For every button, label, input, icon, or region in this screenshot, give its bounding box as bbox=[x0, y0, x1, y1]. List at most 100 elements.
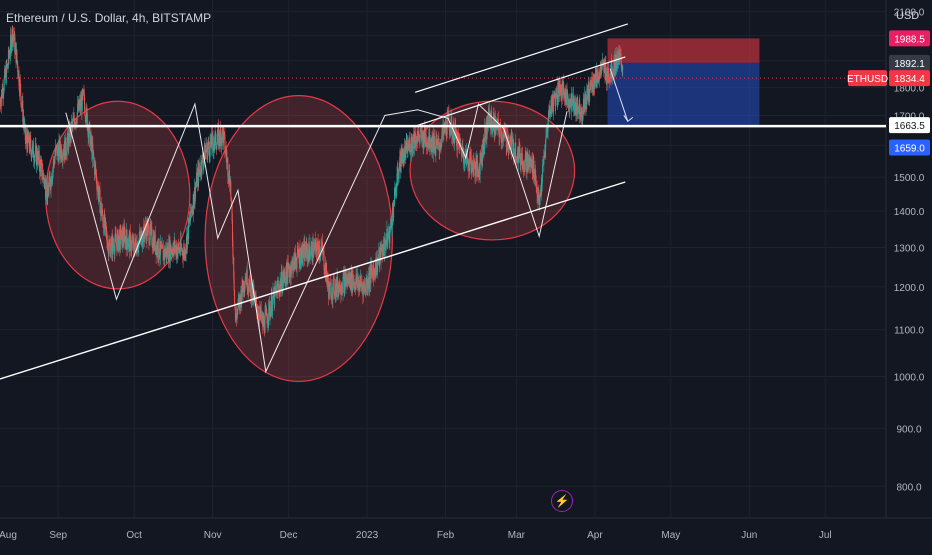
candle-body bbox=[387, 235, 389, 246]
candle-body bbox=[390, 218, 392, 227]
candle-body bbox=[602, 59, 604, 62]
candle-body bbox=[599, 71, 601, 80]
candle-body bbox=[447, 111, 449, 114]
candle-body bbox=[216, 138, 218, 142]
candle-body bbox=[114, 233, 116, 244]
candle-body bbox=[43, 174, 45, 180]
candle-body bbox=[542, 164, 544, 177]
candle-body bbox=[213, 144, 215, 147]
candle-body bbox=[605, 63, 607, 81]
candle-body bbox=[96, 187, 98, 192]
x-tick-label: Apr bbox=[587, 530, 603, 541]
candle-body bbox=[309, 256, 311, 260]
candle-body bbox=[369, 274, 371, 288]
candle-body bbox=[546, 130, 548, 132]
candle-body bbox=[85, 116, 87, 123]
candle-body bbox=[302, 243, 304, 259]
candle-body bbox=[44, 179, 46, 185]
highlight-ellipse bbox=[204, 95, 393, 383]
candle-body bbox=[237, 310, 239, 313]
x-tick-label: Feb bbox=[437, 530, 455, 541]
candle-body bbox=[85, 122, 87, 123]
candle-body bbox=[393, 205, 395, 218]
candle-body bbox=[323, 251, 325, 253]
candle-body bbox=[229, 170, 231, 185]
candle-body bbox=[230, 181, 232, 198]
candle-body bbox=[57, 146, 59, 151]
candle-body bbox=[562, 82, 564, 99]
candle-body bbox=[106, 240, 108, 249]
candle-body bbox=[40, 163, 42, 176]
candle-body bbox=[326, 280, 328, 285]
candle-body bbox=[579, 111, 581, 119]
candle-body bbox=[162, 247, 164, 249]
candle-body bbox=[243, 281, 245, 291]
candle-body bbox=[232, 256, 234, 258]
candle-body bbox=[83, 91, 85, 94]
candle-body bbox=[513, 156, 515, 158]
candle-body bbox=[141, 231, 143, 246]
candle-body bbox=[14, 44, 16, 53]
candle-body bbox=[352, 276, 354, 285]
candle-body bbox=[19, 80, 21, 93]
candle-body bbox=[186, 233, 188, 249]
candle-body bbox=[102, 224, 104, 227]
candle-body bbox=[435, 138, 437, 149]
candle-body bbox=[315, 242, 317, 252]
candle-body bbox=[469, 151, 471, 172]
candle-body bbox=[29, 136, 31, 152]
candle-body bbox=[38, 150, 40, 166]
candle-body bbox=[535, 179, 537, 182]
candle-body bbox=[244, 288, 246, 290]
currency-label: USD bbox=[896, 10, 920, 22]
candle-body bbox=[299, 248, 301, 266]
candle-body bbox=[596, 69, 598, 79]
candle-body bbox=[436, 138, 438, 141]
candle-body bbox=[41, 162, 43, 164]
candle-body bbox=[593, 73, 595, 85]
candle-body bbox=[221, 137, 222, 147]
candle-body bbox=[536, 187, 538, 195]
candle-body bbox=[394, 186, 396, 193]
candle-body bbox=[244, 281, 246, 289]
candle-body bbox=[123, 227, 125, 242]
candle-body bbox=[333, 277, 335, 294]
candle-body bbox=[16, 60, 18, 64]
candle-body bbox=[332, 282, 334, 300]
candle-body bbox=[563, 90, 565, 92]
candle-body bbox=[195, 183, 197, 187]
candle-body bbox=[114, 243, 116, 255]
candle-body bbox=[138, 237, 140, 241]
candle-body bbox=[410, 152, 412, 154]
candle-body bbox=[296, 257, 298, 269]
candle-body bbox=[263, 318, 265, 332]
candle-body bbox=[598, 78, 600, 81]
candle-body bbox=[95, 174, 97, 176]
candle-body bbox=[72, 119, 74, 120]
candle-body bbox=[528, 157, 530, 167]
candle-body bbox=[501, 131, 503, 142]
lightning-icon[interactable]: ⚡ bbox=[551, 490, 573, 512]
channel-lower-line bbox=[414, 56, 626, 127]
candle-body bbox=[393, 187, 395, 206]
candle-body bbox=[588, 81, 590, 103]
candle-body bbox=[196, 172, 198, 187]
candle-body bbox=[72, 119, 74, 125]
candle-body bbox=[453, 122, 455, 144]
candle-body bbox=[601, 59, 603, 67]
candle-body bbox=[190, 204, 192, 212]
candle-body bbox=[458, 138, 460, 140]
candle-body bbox=[123, 227, 125, 232]
candle-body bbox=[105, 221, 107, 230]
candle-body bbox=[130, 249, 132, 252]
candle-body bbox=[618, 51, 620, 54]
forecast-arrow-line bbox=[609, 68, 629, 122]
candle-body bbox=[384, 237, 386, 245]
candle-body bbox=[281, 271, 283, 293]
symbol-title[interactable]: Ethereum / U.S. Dollar, 4h, BITSTAMP bbox=[6, 11, 212, 25]
candle-body bbox=[53, 159, 55, 167]
x-tick-label: Nov bbox=[204, 530, 222, 541]
candle-body bbox=[475, 161, 477, 172]
